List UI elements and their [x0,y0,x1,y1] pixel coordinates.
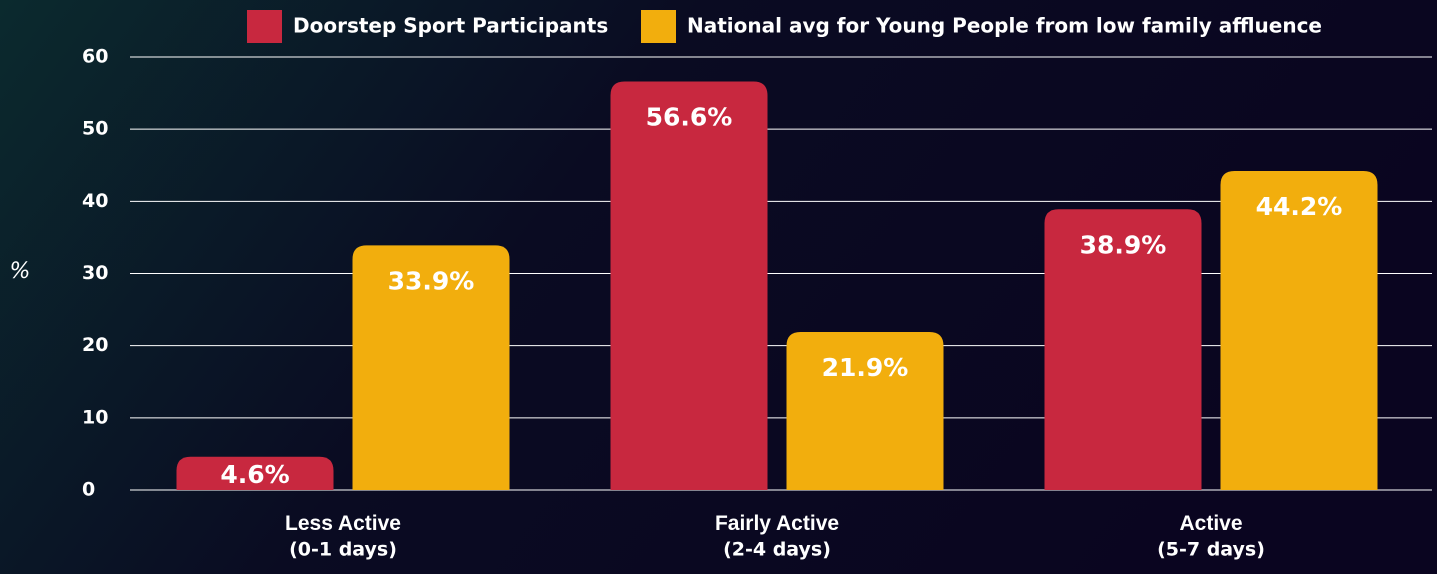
legend-label: National avg for Young People from low f… [687,14,1322,38]
bar [786,331,944,490]
y-tick-label: 10 [82,406,108,428]
y-axis-label: % [10,259,31,284]
bar [176,456,334,490]
bar [1044,209,1202,490]
value-label: 33.9% [388,266,475,295]
y-tick-label: 30 [82,262,108,284]
y-tick-label: 0 [82,479,95,501]
legend-swatch [641,10,676,43]
value-label: 44.2% [1256,192,1343,221]
bar [610,81,768,490]
bar [1220,171,1378,491]
y-tick-label: 60 [82,46,108,68]
x-tick-label: Less Active (0-1 days) [285,512,401,561]
y-tick-label: 20 [82,334,108,356]
bar [352,245,510,490]
y-tick-label: 40 [82,190,108,212]
value-label: 21.9% [822,353,909,382]
legend-label: Doorstep Sport Participants [293,14,608,38]
value-label: 56.6% [646,103,733,132]
x-tick-label: Active (5-7 days) [1157,512,1265,561]
x-tick-label: Fairly Active (2-4 days) [715,512,839,561]
y-tick-label: 50 [82,118,108,140]
legend-swatch [247,10,282,43]
value-label: 38.9% [1080,230,1167,259]
value-label: 4.6% [220,460,289,489]
